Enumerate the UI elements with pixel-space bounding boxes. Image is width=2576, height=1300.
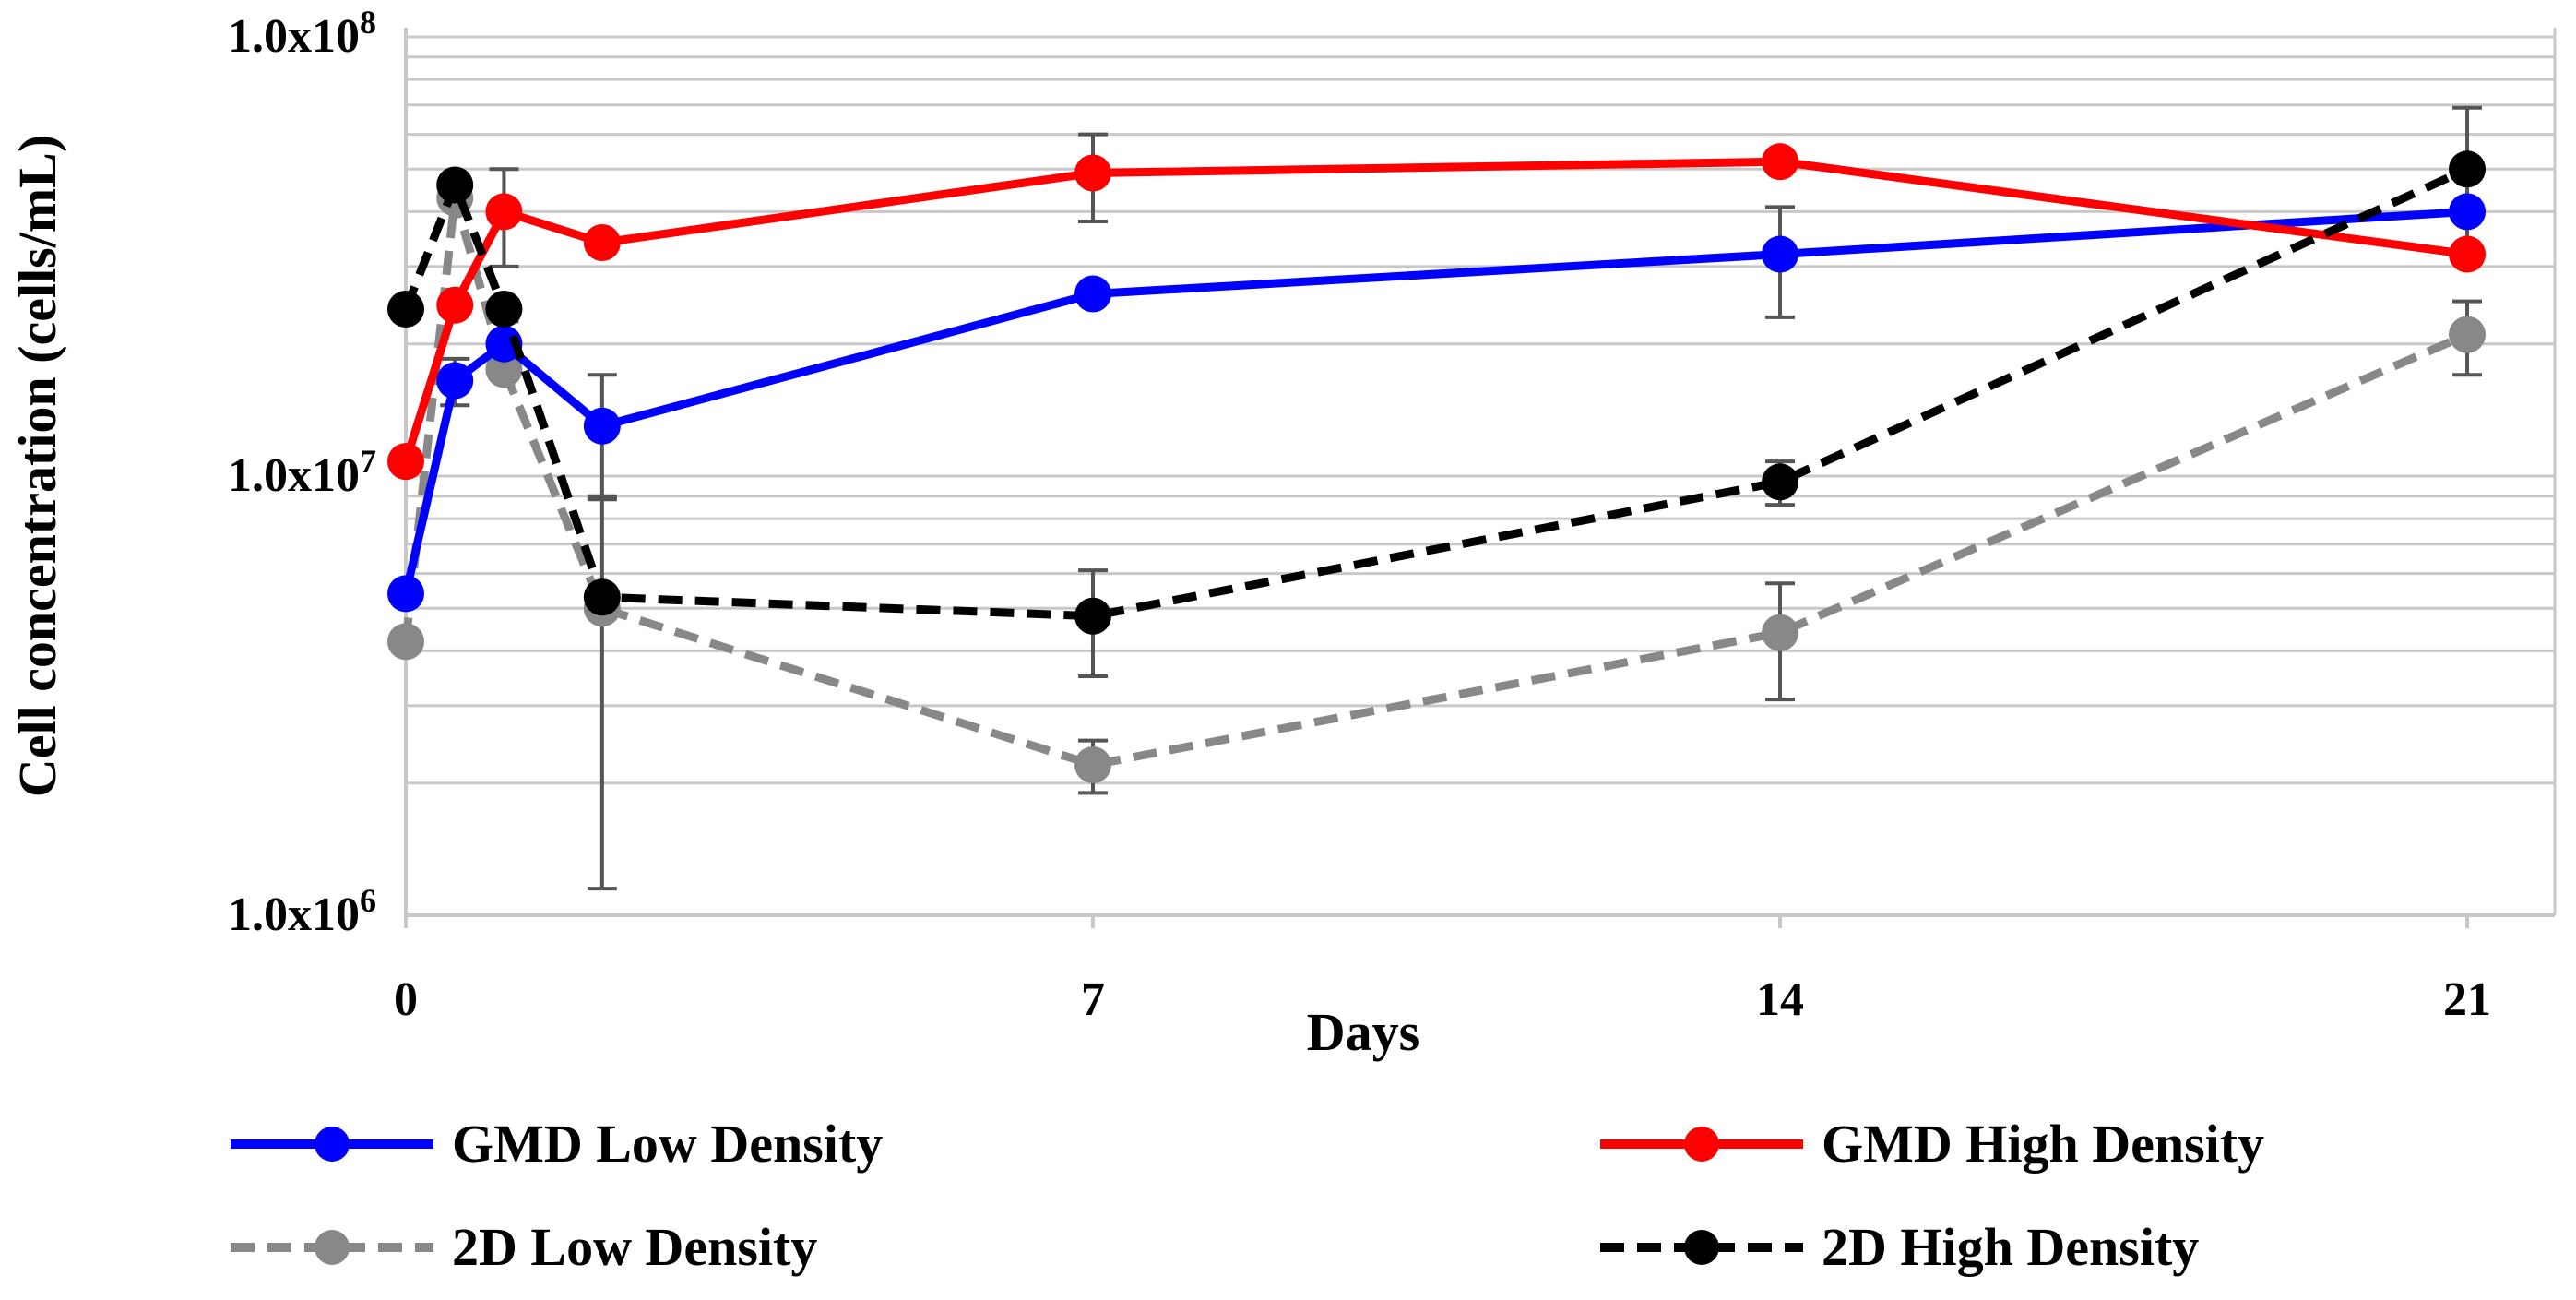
data-point <box>1074 746 1112 784</box>
data-point <box>436 362 474 400</box>
x-tick-label: 7 <box>1081 973 1105 1026</box>
grid <box>406 35 2555 785</box>
series-2d-high-density <box>387 150 2487 635</box>
data-point <box>583 578 621 616</box>
data-point <box>485 193 523 231</box>
legend-label-2d-low: 2D Low Density <box>452 1217 817 1277</box>
data-point <box>1762 614 1799 651</box>
legend-item-gmd-high: GMD High Density <box>1600 1114 2264 1174</box>
data-point <box>1074 154 1112 192</box>
y-tick-label: 1.0x108 <box>228 4 376 63</box>
legend-marker-gmd-low <box>315 1127 350 1162</box>
legend-item-2d-low: 2D Low Density <box>231 1217 817 1277</box>
data-point <box>436 286 474 324</box>
data-point <box>387 623 424 661</box>
legend-marker-gmd-high <box>1684 1127 1719 1162</box>
data-point <box>485 351 523 388</box>
tick-labels: 0 7 14 21 1.0x106 1.0x107 1.0x108 <box>228 4 2491 1026</box>
y-tick-label: 1.0x106 <box>228 882 376 941</box>
series-line <box>401 193 2469 769</box>
legend-item-gmd-low: GMD Low Density <box>231 1114 883 1174</box>
x-tick-label: 0 <box>394 973 418 1026</box>
legend-marker-2d-high <box>1684 1230 1719 1265</box>
x-tick-label: 14 <box>1756 973 1804 1026</box>
x-axis-label: Days <box>1307 1002 1419 1062</box>
y-axis-label: Cell concentration (cells/mL) <box>7 135 67 797</box>
series-gmd-high-density <box>387 143 2487 481</box>
data-point <box>2449 235 2487 273</box>
legend-label-gmd-low: GMD Low Density <box>452 1114 883 1174</box>
data-point <box>387 291 424 328</box>
data-point <box>2449 193 2487 231</box>
data-point <box>387 575 424 613</box>
series-line <box>401 207 2468 595</box>
data-point <box>583 224 621 262</box>
data-point <box>1762 463 1799 501</box>
legend-label-2d-high: 2D High Density <box>1822 1217 2199 1277</box>
y-tick-label: 1.0x107 <box>228 443 376 502</box>
legend: GMD Low Density GMD High Density 2D Low … <box>231 1114 2264 1277</box>
legend-item-2d-high: 2D High Density <box>1600 1217 2199 1277</box>
data-point <box>436 166 474 204</box>
data-point <box>485 291 523 328</box>
legend-label-gmd-high: GMD High Density <box>1822 1114 2264 1174</box>
series-layer <box>387 143 2487 784</box>
data-point <box>2449 316 2487 353</box>
series-gmd-low-density <box>387 193 2487 613</box>
data-point <box>583 407 621 445</box>
data-point <box>1762 235 1799 273</box>
data-point <box>1074 597 1112 635</box>
data-point <box>485 325 523 363</box>
data-point <box>1074 275 1112 313</box>
data-point <box>387 443 424 481</box>
data-point <box>2449 150 2487 188</box>
data-point <box>1762 143 1799 181</box>
x-tick-label: 21 <box>2443 973 2491 1026</box>
legend-marker-2d-low <box>315 1230 350 1265</box>
